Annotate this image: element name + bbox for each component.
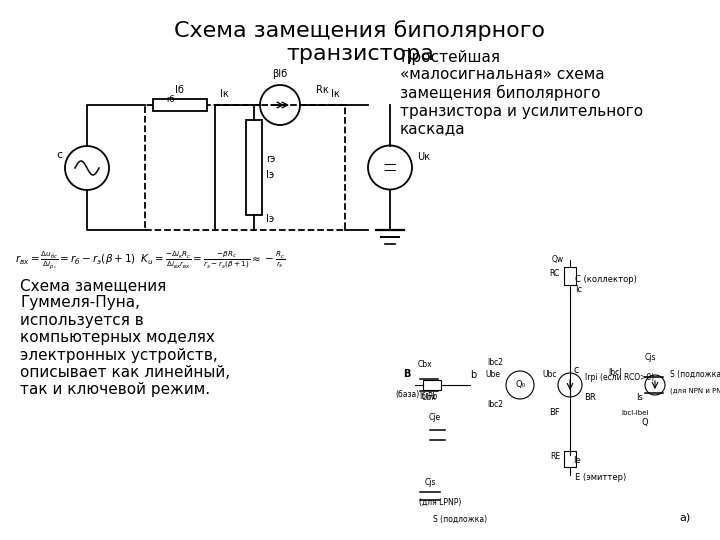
- Text: Простейшая
«малосигнальная» схема
замещения биполярного
транзистора и усилительн: Простейшая «малосигнальная» схема замеще…: [400, 50, 643, 136]
- Text: BF: BF: [549, 408, 560, 417]
- Text: а): а): [680, 512, 690, 522]
- Text: Is: Is: [636, 393, 644, 402]
- Text: RC: RC: [550, 269, 560, 278]
- Text: $r_{вх} = \frac{\Delta u_{\tilde{б}c}}{\Delta i_{p_c}} = r_б - r_э(\beta+1)$$\;\: $r_{вх} = \frac{\Delta u_{\tilde{б}c}}{\…: [15, 250, 285, 272]
- Text: Ibc2: Ibc2: [487, 400, 503, 409]
- Bar: [145, 105, 345, 230]
- Text: Iб: Iб: [176, 85, 184, 95]
- Text: Схема замещения биполярного
транзистора: Схема замещения биполярного транзистора: [174, 20, 546, 64]
- Text: (для LPNP): (для LPNP): [419, 498, 462, 507]
- Text: Cjs: Cjs: [644, 353, 656, 362]
- Text: rэ: rэ: [266, 154, 275, 165]
- Text: BR: BR: [584, 393, 596, 402]
- Text: Ubx: Ubx: [422, 393, 436, 402]
- Text: Iэ: Iэ: [266, 170, 274, 179]
- Text: (база): (база): [395, 390, 419, 399]
- Text: Rк: Rк: [316, 85, 329, 95]
- Text: Iк: Iк: [331, 89, 340, 99]
- Text: Rb: Rb: [427, 392, 437, 401]
- Text: Qw: Qw: [552, 255, 564, 264]
- Text: Ic: Ic: [575, 285, 582, 294]
- Text: Ibcl: Ibcl: [608, 368, 622, 377]
- Text: Q₀: Q₀: [515, 381, 525, 389]
- Text: RE: RE: [550, 452, 560, 461]
- Text: Ibcl-Ibel: Ibcl-Ibel: [621, 410, 649, 416]
- Text: Ube: Ube: [485, 370, 500, 379]
- Text: Ie: Ie: [573, 456, 581, 465]
- Text: E (эмиттер): E (эмиттер): [575, 473, 626, 482]
- Text: rб: rб: [166, 95, 175, 104]
- Text: Cjs: Cjs: [424, 478, 436, 487]
- Text: C (коллектор): C (коллектор): [575, 275, 637, 284]
- Text: c: c: [56, 150, 62, 160]
- Text: Uк: Uк: [417, 152, 430, 161]
- Bar: [564, 267, 576, 285]
- Text: (для NPN и PNP): (для NPN и PNP): [670, 388, 720, 395]
- Text: c: c: [573, 365, 578, 375]
- Text: Iэ: Iэ: [266, 214, 274, 224]
- Text: βIб: βIб: [272, 69, 287, 79]
- Text: Ubc: Ubc: [543, 370, 557, 379]
- Text: B: B: [403, 369, 410, 379]
- Text: S (подложка): S (подложка): [670, 370, 720, 379]
- Text: Q: Q: [642, 418, 648, 427]
- Text: Ibc2: Ibc2: [487, 358, 503, 367]
- Text: Схема замещения
Гуммеля-Пуна,
используется в
компьютерных моделях
электронных ус: Схема замещения Гуммеля-Пуна, использует…: [20, 278, 230, 397]
- Text: Iк: Iк: [220, 89, 229, 99]
- Text: —: —: [384, 164, 396, 177]
- Bar: [423, 380, 441, 390]
- Bar: [564, 451, 576, 467]
- Text: Cje: Cje: [429, 413, 441, 422]
- Bar: [153, 99, 207, 111]
- Text: S (подложка): S (подложка): [433, 515, 487, 524]
- Bar: [246, 120, 262, 215]
- Text: Cbx: Cbx: [418, 360, 432, 369]
- Text: —: —: [384, 158, 396, 171]
- Text: Irpi (если RCO>0): Irpi (если RCO>0): [585, 373, 654, 382]
- Text: Iб: Iб: [420, 392, 426, 401]
- Text: b: b: [470, 370, 476, 380]
